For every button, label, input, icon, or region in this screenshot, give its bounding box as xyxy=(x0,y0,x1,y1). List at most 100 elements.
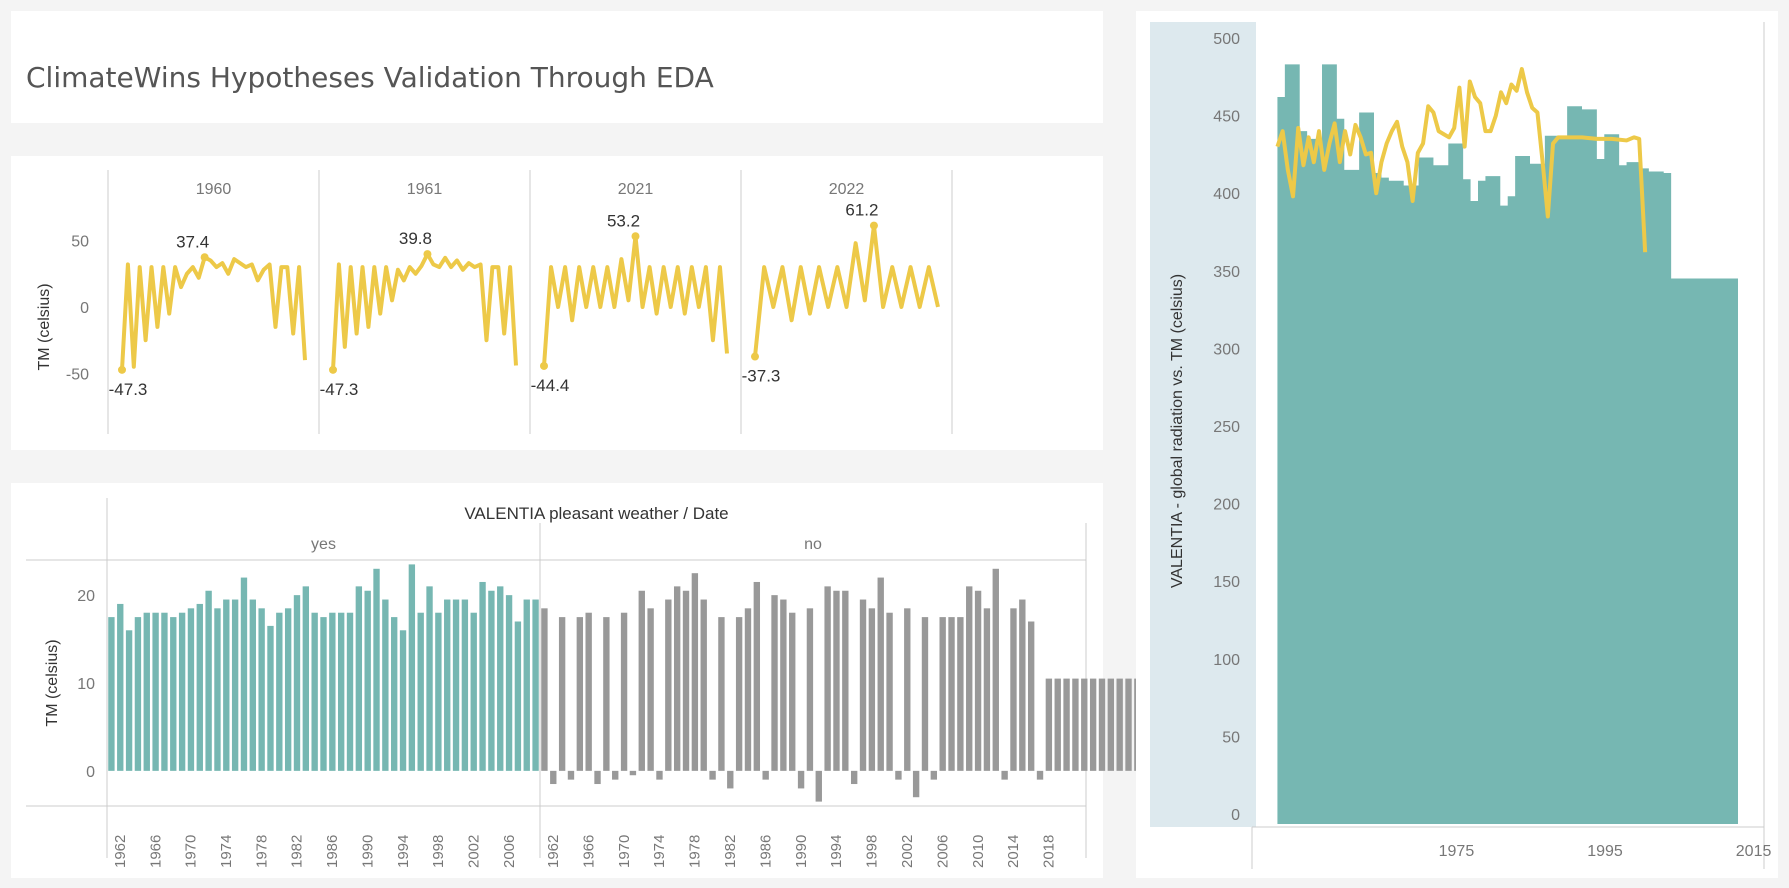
panel-header-label: no xyxy=(804,536,822,553)
bar xyxy=(417,612,424,771)
bar xyxy=(638,590,645,771)
bar xyxy=(656,770,663,780)
bar xyxy=(948,617,955,771)
y-tick-label: 350 xyxy=(1213,264,1240,281)
bar xyxy=(505,595,513,771)
bar xyxy=(1098,678,1106,771)
bar xyxy=(223,599,230,771)
bar xyxy=(842,590,849,771)
bar xyxy=(1019,599,1026,771)
monthly-tm-line-chart[interactable]: TM (celsius) -50 0 50 1960 37.4 -47.3 1961 39.8 -… xyxy=(11,156,1103,450)
bar xyxy=(957,617,964,771)
bar xyxy=(320,617,327,771)
bar xyxy=(1081,678,1088,771)
max-value-label: 39.8 xyxy=(399,229,432,248)
bar xyxy=(1045,678,1053,771)
y-axis-title: TM (celsius) xyxy=(36,283,53,370)
bar xyxy=(470,612,477,771)
x-tick-label: 1970 xyxy=(616,835,633,868)
x-tick-label: 1998 xyxy=(864,835,881,868)
x-tick-label: 1962 xyxy=(112,835,129,868)
bar xyxy=(735,617,743,771)
bar xyxy=(727,770,734,789)
y-tick-label: -50 xyxy=(66,366,89,383)
bar xyxy=(824,586,831,771)
bar xyxy=(665,599,672,771)
bar xyxy=(497,586,504,771)
max-value-label: 37.4 xyxy=(176,232,209,251)
x-tick-label: 1990 xyxy=(359,835,376,868)
x-tick-label: 1970 xyxy=(183,835,200,868)
bar xyxy=(797,770,805,789)
x-tick-label: 1978 xyxy=(253,835,270,868)
bar xyxy=(152,612,159,771)
dashboard-title: ClimateWins Hypotheses Validation Throug… xyxy=(26,61,714,94)
bar xyxy=(355,586,363,771)
x-tick-label: 2002 xyxy=(465,835,482,868)
y-tick-label: 400 xyxy=(1213,186,1240,203)
x-tick-label: 1995 xyxy=(1587,843,1623,860)
max-point xyxy=(869,221,878,230)
bar xyxy=(444,599,451,771)
y-axis-title: VALENTIA - global radiation vs. TM (cels… xyxy=(1169,274,1186,588)
y-tick-label: 100 xyxy=(1213,652,1240,669)
chart-title: VALENTIA pleasant weather / Date xyxy=(464,504,728,523)
bar xyxy=(214,608,221,771)
min-value-label: -37.3 xyxy=(742,367,781,386)
bar xyxy=(134,617,142,771)
bar xyxy=(620,612,628,771)
bar xyxy=(408,564,416,771)
series-line xyxy=(120,255,307,370)
bar xyxy=(974,590,982,771)
bar xyxy=(284,608,292,771)
bar xyxy=(603,617,610,771)
bar xyxy=(673,586,681,771)
x-tick-label: 2014 xyxy=(1005,835,1022,868)
bar xyxy=(541,608,548,771)
x-tick-label: 2015 xyxy=(1736,843,1772,860)
x-tick-label: 1974 xyxy=(218,835,235,868)
radiation-area xyxy=(1277,64,1738,824)
year-header-label: 2021 xyxy=(618,181,654,198)
bar xyxy=(771,595,778,771)
radiation-vs-tm-chart-panel: VALENTIA - global radiation vs. TM (cels… xyxy=(1136,11,1778,878)
bar xyxy=(815,770,822,802)
pleasant-weather-bar-chart[interactable]: VALENTIA pleasant weather / Date TM (cels… xyxy=(11,483,1185,878)
bar xyxy=(187,608,195,771)
x-tick-label: 2002 xyxy=(899,835,916,868)
y-tick-label: 250 xyxy=(1213,419,1240,436)
x-tick-label: 2018 xyxy=(1041,835,1058,868)
bar xyxy=(311,612,318,771)
x-tick-label: 1978 xyxy=(687,835,704,868)
bar xyxy=(886,612,893,771)
bar xyxy=(629,770,637,776)
year-header-label: 1960 xyxy=(196,181,232,198)
year-header-label: 1961 xyxy=(407,181,443,198)
bar xyxy=(1072,678,1079,771)
y-tick-label: 500 xyxy=(1213,31,1240,48)
bar xyxy=(762,770,769,780)
x-tick-label: 1974 xyxy=(651,835,668,868)
y-tick-label: 20 xyxy=(77,588,95,605)
x-tick-label: 1966 xyxy=(580,835,597,868)
monthly-tm-line-chart-panel: TM (celsius) -50 0 50 1960 37.4 -47.3 1961 39.8 -… xyxy=(11,156,1103,450)
x-tick-label: 1990 xyxy=(793,835,810,868)
bar xyxy=(558,617,566,771)
max-point xyxy=(200,253,209,262)
min-point xyxy=(751,352,759,361)
bar xyxy=(399,630,407,771)
bar xyxy=(983,608,991,771)
bar xyxy=(479,581,486,771)
min-value-label: -44.4 xyxy=(531,376,570,395)
min-value-label: -47.3 xyxy=(109,380,148,399)
bar xyxy=(1001,770,1008,780)
panel-header-label: yes xyxy=(311,536,336,553)
title-panel: ClimateWins Hypotheses Validation Throug… xyxy=(11,11,1103,123)
min-point xyxy=(540,361,548,370)
x-tick-label: 2006 xyxy=(934,835,951,868)
radiation-vs-tm-chart[interactable]: VALENTIA - global radiation vs. TM (cels… xyxy=(1136,11,1778,878)
x-tick-label: 1994 xyxy=(828,835,845,868)
x-tick-label: 1998 xyxy=(430,835,447,868)
bar xyxy=(930,770,938,780)
x-tick-label: 1994 xyxy=(395,835,412,868)
